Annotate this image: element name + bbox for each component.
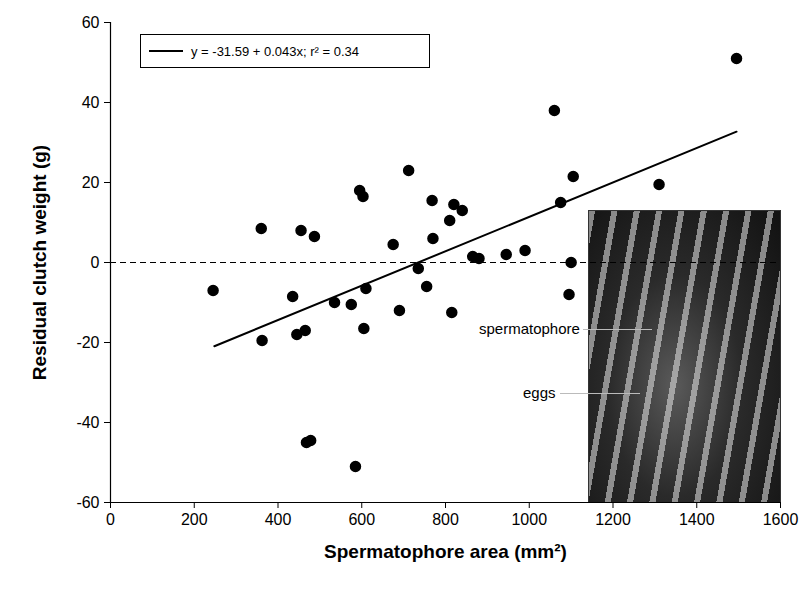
- svg-text:1600: 1600: [763, 511, 799, 528]
- svg-text:200: 200: [181, 511, 208, 528]
- svg-text:1400: 1400: [679, 511, 715, 528]
- svg-text:600: 600: [348, 511, 375, 528]
- svg-text:-20: -20: [76, 334, 99, 351]
- html-text:y = -31.59 + 0.043x; r² = 0.34: y = -31.59 + 0.043x; r² = 0.34: [191, 43, 359, 59]
- svg-text:0: 0: [106, 511, 115, 528]
- html-text:eggs: eggs: [523, 384, 556, 401]
- html-text:spermatophore: spermatophore: [479, 320, 580, 337]
- svg-text:1200: 1200: [595, 511, 631, 528]
- svg-text:0: 0: [91, 254, 100, 271]
- svg-text:40: 40: [82, 94, 100, 111]
- svg-text:Residual clutch weight (g): Residual clutch weight (g): [29, 145, 50, 380]
- svg-text:20: 20: [82, 174, 100, 191]
- svg-text:60: 60: [82, 14, 100, 31]
- svg-text:800: 800: [432, 511, 459, 528]
- svg-text:400: 400: [265, 511, 292, 528]
- svg-text:1000: 1000: [511, 511, 547, 528]
- svg-text:Spermatophore area (mm²): Spermatophore area (mm²): [324, 541, 567, 562]
- svg-text:-60: -60: [76, 494, 99, 511]
- svg-text:-40: -40: [76, 414, 99, 431]
